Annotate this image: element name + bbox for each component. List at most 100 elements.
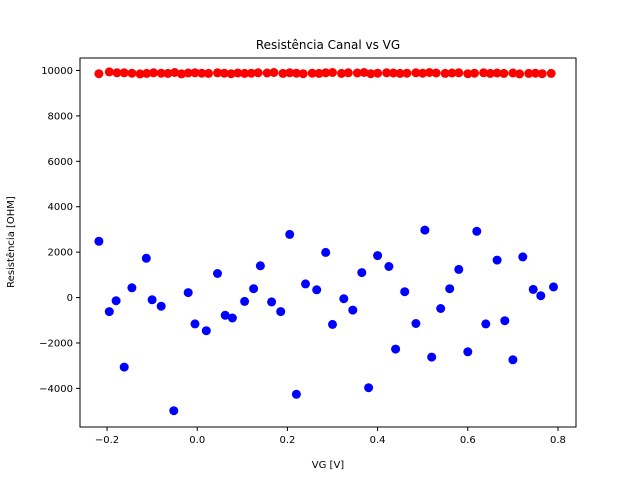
series-2-point xyxy=(518,252,528,262)
series-2-point xyxy=(213,269,222,278)
x-tick-label: 0.8 xyxy=(550,435,566,446)
series-2-point xyxy=(240,296,250,306)
series-2-point xyxy=(492,255,502,265)
y-tick-label: 6000 xyxy=(48,157,73,168)
series-2-point xyxy=(391,344,401,354)
series-1-point xyxy=(537,69,547,79)
series-1-point xyxy=(492,68,502,78)
series-2-point xyxy=(169,406,179,416)
x-axis-label: VG [V] xyxy=(312,460,345,471)
series-2-point xyxy=(427,352,437,362)
series-1-point xyxy=(142,68,152,78)
x-tick-label: 0.4 xyxy=(370,435,386,446)
series-1-point xyxy=(402,68,412,78)
series-2-point xyxy=(201,326,211,336)
series-1-point xyxy=(508,68,518,78)
x-tick-label: 0.6 xyxy=(460,435,476,446)
y-axis-label: Resistência [OHM] xyxy=(5,196,17,288)
series-2-point xyxy=(190,319,200,329)
series-2-point xyxy=(276,307,286,317)
series-1-point xyxy=(395,68,405,78)
series-2-point xyxy=(481,319,491,329)
series-1-point xyxy=(343,68,353,78)
series-1-point xyxy=(278,68,288,78)
series-1-point xyxy=(418,68,428,78)
series-1-point xyxy=(177,69,186,79)
series-1-point xyxy=(156,68,166,78)
series-1-point xyxy=(246,68,256,78)
series-2-point xyxy=(528,284,538,294)
series-1-point xyxy=(135,69,145,79)
series-2-point xyxy=(119,362,129,372)
series-2-point xyxy=(420,225,430,235)
series-2-point xyxy=(463,347,473,357)
series-1-point xyxy=(269,68,279,77)
series-2-point xyxy=(267,297,277,307)
series-1-point xyxy=(388,68,398,78)
series-1-point xyxy=(366,69,376,79)
series-1-point xyxy=(352,68,362,78)
series-2-point xyxy=(111,296,121,306)
x-axis-ticks: −0.2 0.0 0.2 0.4 0.6 0.8 xyxy=(95,427,566,446)
series-2-point xyxy=(508,355,518,365)
series-1-point xyxy=(337,68,346,78)
series-2-point xyxy=(364,383,374,393)
series-1-point xyxy=(530,68,540,78)
series-1-point xyxy=(298,69,308,79)
series-1-point xyxy=(454,68,464,78)
plot-area-frame xyxy=(79,57,577,428)
series-1-point xyxy=(197,68,207,78)
series-1-point xyxy=(411,68,421,78)
series-2-point xyxy=(373,251,383,261)
series-1-point xyxy=(127,68,137,78)
series-2-point xyxy=(94,236,104,246)
series-1-point xyxy=(170,68,180,77)
series-1-point xyxy=(321,68,331,78)
series-2-point xyxy=(312,285,322,295)
series-2-point xyxy=(147,295,157,305)
series-1-point xyxy=(328,68,337,77)
series-1-point xyxy=(262,68,272,78)
series-1-point xyxy=(253,68,263,78)
series-1-point xyxy=(479,68,489,78)
series-2-point xyxy=(220,310,230,320)
series-2-point xyxy=(227,313,237,323)
series-1-point xyxy=(425,68,434,77)
series-2-point xyxy=(436,304,446,313)
series-1-point xyxy=(447,68,457,78)
series-1-point xyxy=(499,68,509,78)
series-2-point xyxy=(104,307,114,317)
series-2-point xyxy=(400,287,410,297)
series-1-point xyxy=(233,68,243,78)
series-1-point xyxy=(240,68,250,78)
series-1-point xyxy=(213,68,222,78)
series-1-point xyxy=(359,68,369,77)
y-tick-label: 0 xyxy=(67,293,73,304)
series-2-point xyxy=(384,262,394,271)
series-2-point xyxy=(127,283,137,293)
series-2-point xyxy=(339,294,349,304)
series-1-point xyxy=(183,68,193,78)
y-tick-label: 4000 xyxy=(48,202,73,213)
series-1-point xyxy=(307,68,317,78)
y-tick-label: −4000 xyxy=(39,384,73,395)
series-1-point xyxy=(431,68,441,78)
chart-title: Resistência Canal vs VG xyxy=(256,38,400,52)
y-axis-ticks: −4000 −2000 0 2000 4000 6000 8000 10000 xyxy=(39,66,80,395)
series-2-point xyxy=(411,319,421,328)
series-1-point xyxy=(119,68,129,78)
y-tick-label: −2000 xyxy=(39,338,73,349)
data-points xyxy=(94,67,558,416)
series-2-point xyxy=(301,279,310,289)
series-2-point xyxy=(183,288,193,298)
series-1-point xyxy=(226,69,236,79)
series-2-point xyxy=(454,264,464,274)
series-1-point xyxy=(546,68,556,78)
series-2-point xyxy=(348,305,358,315)
x-tick-label: 0.0 xyxy=(189,435,205,446)
series-2-point xyxy=(156,301,166,311)
series-1-point xyxy=(104,67,114,77)
series-2-point xyxy=(357,268,367,278)
series-1-point xyxy=(190,68,200,78)
